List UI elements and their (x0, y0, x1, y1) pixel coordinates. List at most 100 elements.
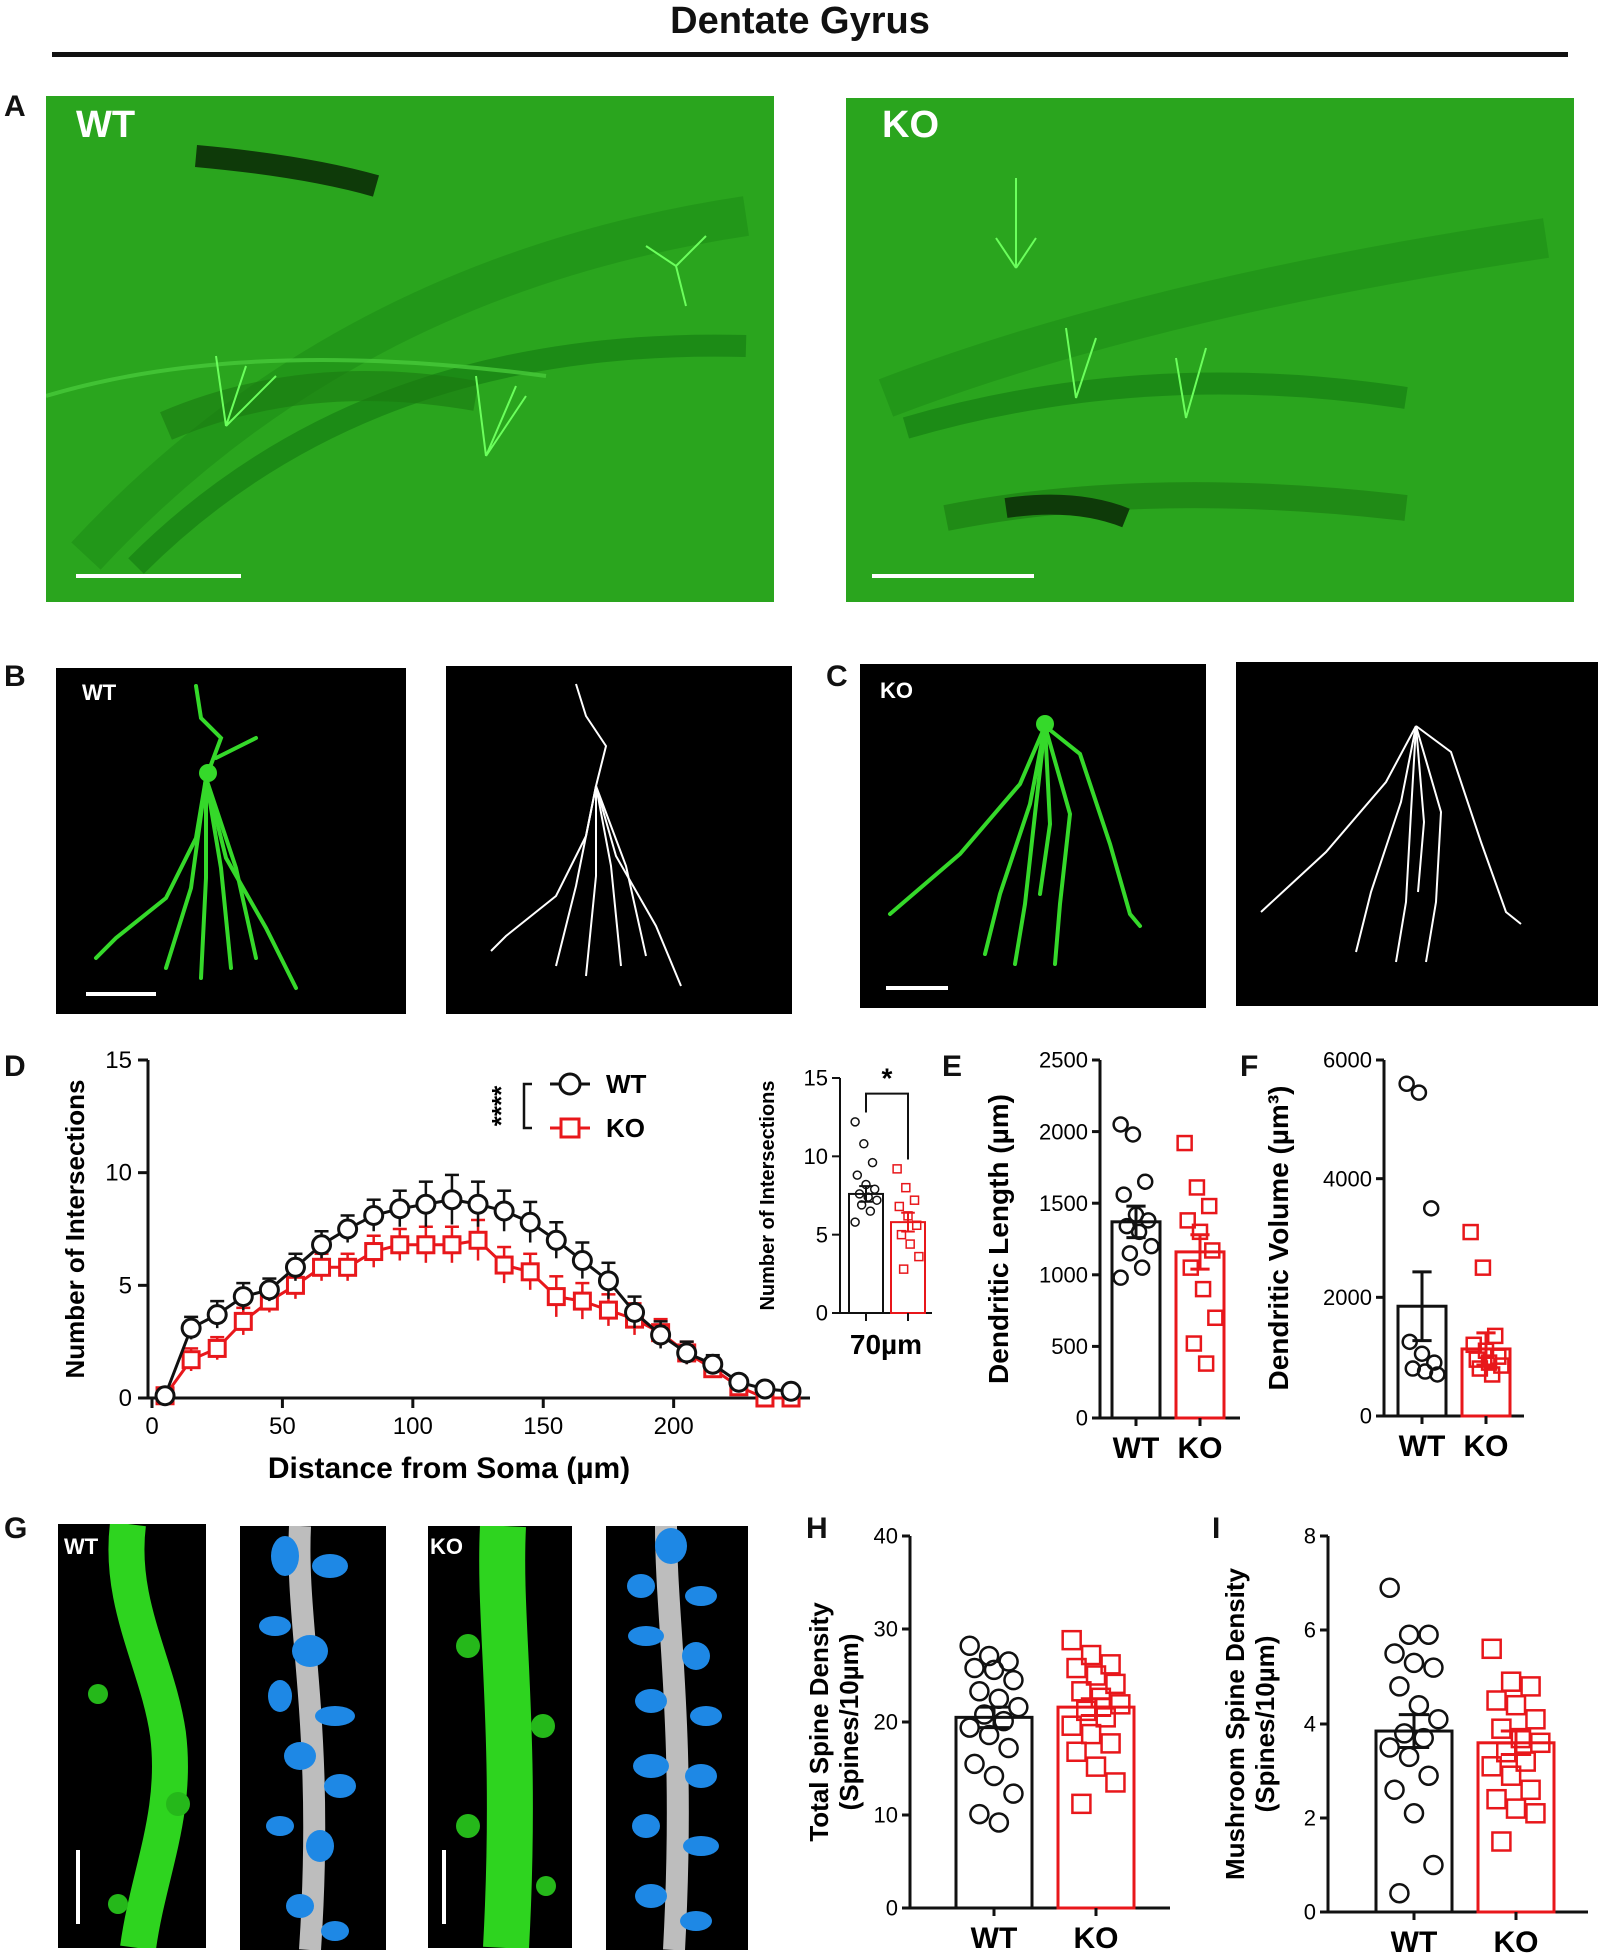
x-tick-label: 150 (523, 1413, 563, 1440)
data-point-wt (311, 1234, 333, 1256)
data-point-ko (312, 1257, 332, 1277)
scale-bar-g-ko (442, 1850, 446, 1924)
data-point-wt (988, 1688, 1010, 1709)
y-tick-label: 20 (874, 1710, 898, 1735)
data-point-ko (1179, 1212, 1196, 1229)
data-point-ko (1110, 1694, 1131, 1715)
scale-bar-c (886, 986, 948, 990)
data-point-ko (1105, 1772, 1126, 1793)
panel-label-c: C (826, 660, 848, 693)
y-tick-label: 30 (874, 1617, 898, 1642)
data-point-wt (1379, 1737, 1400, 1758)
legend-label-wt: WT (606, 1069, 647, 1099)
data-point-wt (1112, 1116, 1129, 1133)
data-point-ko (1204, 1242, 1221, 1259)
panel-label-i: I (1212, 1512, 1221, 1545)
data-point-wt (1389, 1676, 1410, 1697)
y-axis-label: Dendritic Length (µm) (983, 1094, 1014, 1384)
data-point-wt (1418, 1624, 1439, 1645)
data-point-wt (597, 1270, 619, 1292)
neuron-white-wt (490, 683, 682, 987)
data-point-ko (1071, 1793, 1092, 1815)
data-point-wt (959, 1717, 980, 1738)
x-tick-label-wt: WT (971, 1922, 1018, 1953)
data-point-ko (1468, 1351, 1486, 1368)
y-tick-label: 500 (1051, 1334, 1088, 1359)
data-point-wt (545, 1229, 567, 1251)
data-point-ko (1481, 1638, 1502, 1660)
data-point-ko (390, 1235, 410, 1255)
data-point-ko (1505, 1798, 1527, 1819)
data-point-ko (1061, 1629, 1082, 1651)
y-tick-label: 0 (1360, 1404, 1372, 1429)
chart-total-spine-density: 0 10 20 30 40 Total Spine Density (Spines/10µm… (804, 1524, 1170, 1953)
data-point-wt (1413, 1345, 1431, 1362)
chart-mushroom-spine-density: 0 2 4 6 8 Mushroom Spine Density (Spines/10µm)… (1220, 1524, 1588, 1953)
data-point-wt (206, 1304, 228, 1326)
data-point-wt (1124, 1126, 1142, 1143)
data-point-ko (1530, 1732, 1551, 1754)
neuron-green-ko (888, 715, 1142, 966)
data-point-ko (1085, 1756, 1107, 1777)
data-point-ko (1066, 1741, 1087, 1763)
x-tick-label-ko: KO (1464, 1430, 1509, 1463)
data-point-ko (494, 1255, 514, 1275)
data-point-ko (1105, 1673, 1126, 1695)
data-point-ko (364, 1242, 384, 1262)
data-point-wt (232, 1286, 254, 1308)
data-point-ko (1483, 1366, 1501, 1383)
data-point-wt (754, 1378, 776, 1400)
image-label-g-ko: KO (430, 1534, 463, 1559)
image-label-a-ko: KO (882, 104, 939, 146)
data-point-ko (1188, 1179, 1206, 1196)
data-point-wt (850, 1217, 860, 1227)
data-point-wt (1379, 1577, 1400, 1598)
data-point-ko (892, 1164, 902, 1174)
y-tick-label: 4 (1304, 1712, 1316, 1737)
data-point-ko (207, 1338, 227, 1358)
legend-label-ko: KO (606, 1113, 645, 1143)
data-point-wt (467, 1193, 489, 1215)
panel-label-b: B (4, 660, 26, 693)
data-point-ko (1486, 1327, 1504, 1345)
data-point-wt (1394, 1723, 1415, 1744)
micrograph-wt (46, 96, 774, 602)
y-tick-label: 5 (816, 1222, 828, 1247)
significance-bracket (522, 1082, 532, 1130)
y-tick-label: 0 (1076, 1406, 1088, 1431)
data-point-wt (780, 1380, 802, 1402)
dendrite-green-ko (456, 1526, 556, 1948)
data-point-ko (1520, 1779, 1541, 1801)
data-point-wt (650, 1324, 672, 1346)
data-point-ko (1525, 1709, 1546, 1730)
x-tick-label: 0 (145, 1413, 158, 1440)
data-point-wt (1398, 1746, 1420, 1768)
data-point-ko (233, 1311, 253, 1331)
data-point-wt (363, 1204, 385, 1226)
dendrite-render-ko (606, 1526, 748, 1950)
data-point-wt (988, 1812, 1010, 1833)
data-point-wt (258, 1279, 280, 1301)
data-point-wt (1115, 1186, 1132, 1203)
data-point-wt (969, 1681, 990, 1702)
data-point-wt (284, 1256, 306, 1278)
significance-stars: **** (486, 1085, 516, 1126)
y-tick-label: 6000 (1323, 1048, 1372, 1073)
image-label-c-ko: KO (880, 678, 913, 703)
data-point-ko (894, 1201, 905, 1212)
bar-ko (1174, 1250, 1226, 1420)
data-point-ko (909, 1195, 920, 1205)
data-point-ko (1207, 1309, 1224, 1327)
figure-title: Dentate Gyrus (670, 0, 930, 42)
data-point-ko (1200, 1197, 1218, 1215)
data-point-wt (1136, 1173, 1154, 1190)
data-point-wt (1112, 1269, 1129, 1286)
x-axis-label: Distance from Soma (µm) (268, 1452, 630, 1485)
data-point-wt (872, 1195, 882, 1205)
data-point-ko (1080, 1723, 1102, 1745)
data-point-wt (1398, 1624, 1420, 1645)
data-point-wt (1389, 1882, 1410, 1904)
data-point-ko (338, 1257, 358, 1277)
data-point-wt (1429, 1366, 1446, 1383)
y-tick-label: 2500 (1039, 1048, 1088, 1073)
